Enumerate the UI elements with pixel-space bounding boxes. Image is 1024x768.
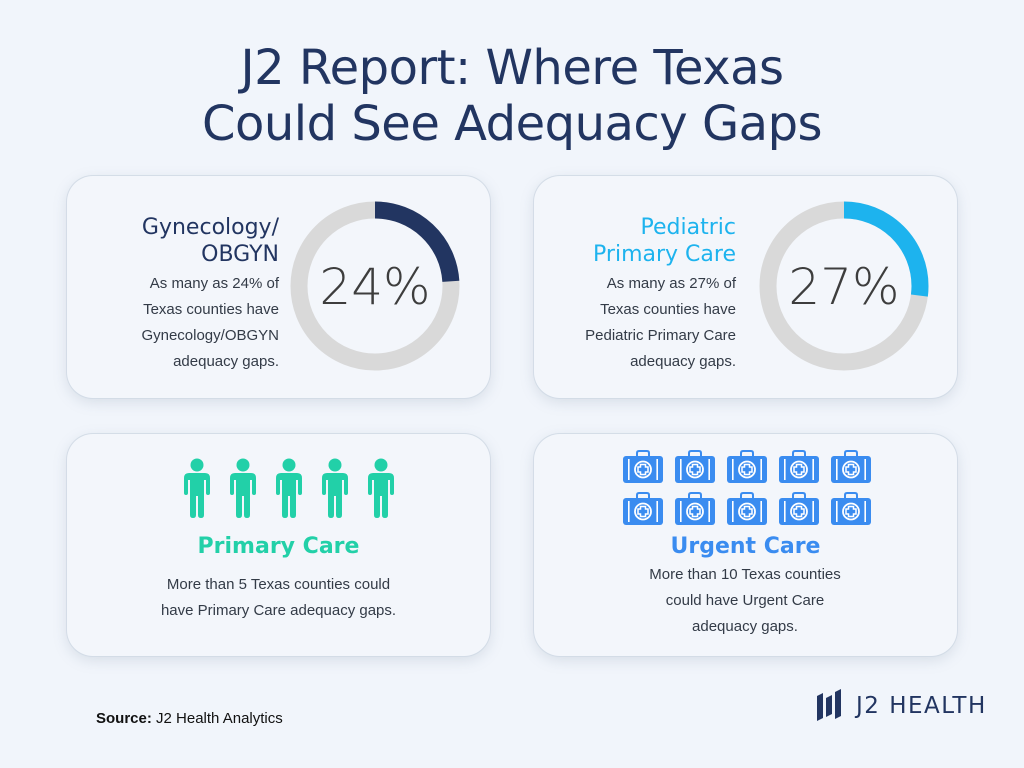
pediatric-heading-line-1: Pediatric: [640, 215, 736, 240]
pediatric-desc-line-3: Pediatric Primary Care: [585, 327, 736, 344]
first-aid-kit-icon: [779, 450, 819, 483]
pediatric-description: As many as 27% of Texas counties have Pe…: [564, 271, 736, 375]
gynecology-donut-chart: 24%: [290, 201, 460, 371]
first-aid-kit-icons-grid: [622, 450, 872, 526]
title-line-1: J2 Report: Where Texas: [240, 40, 784, 96]
j2-health-logo: J2 HEALTH: [814, 688, 987, 724]
person-icon: [322, 458, 348, 518]
gynecology-description: As many as 24% of Texas counties have Gy…: [107, 271, 279, 375]
pediatric-heading: Pediatric Primary Care: [564, 214, 736, 268]
person-icon: [276, 458, 302, 518]
urgent-care-description: More than 10 Texas counties could have U…: [625, 562, 865, 640]
gynecology-percent-label: 24%: [319, 258, 430, 316]
person-icon: [368, 458, 394, 518]
primary-care-card: Primary Care More than 5 Texas counties …: [67, 434, 490, 656]
person-icon: [230, 458, 256, 518]
title-line-2: Could See Adequacy Gaps: [201, 96, 823, 152]
first-aid-kit-icon: [831, 450, 871, 483]
gynecology-heading-line-1: Gynecology/: [141, 215, 279, 240]
primary-care-description: More than 5 Texas counties could have Pr…: [67, 572, 490, 624]
urgent-care-desc-line-1: More than 10 Texas counties: [649, 566, 841, 583]
gynecology-heading: Gynecology/ OBGYN: [107, 214, 279, 268]
gynecology-desc-line-4: adequacy gaps.: [173, 353, 279, 370]
gynecology-desc-line-2: Texas counties have: [143, 301, 279, 318]
pediatric-card: Pediatric Primary Care As many as 27% of…: [534, 176, 957, 398]
j2-logo-mark-icon: [817, 689, 841, 721]
first-aid-kit-icon: [675, 492, 715, 525]
source-note: Source: J2 Health Analytics: [96, 710, 283, 727]
pediatric-percent-label: 27%: [788, 258, 899, 316]
first-aid-kit-icon: [727, 450, 767, 483]
pediatric-text: Pediatric Primary Care As many as 27% of…: [564, 214, 736, 375]
first-aid-kit-icon: [675, 450, 715, 483]
source-label: Source:: [96, 710, 152, 727]
gynecology-desc-line-3: Gynecology/OBGYN: [141, 327, 279, 344]
first-aid-kit-icon: [623, 492, 663, 525]
source-text: J2 Health Analytics: [151, 710, 283, 727]
page-title: J2 Report: Where Texas Could See Adequac…: [0, 40, 1024, 152]
gynecology-text: Gynecology/ OBGYN As many as 24% of Texa…: [107, 214, 279, 375]
urgent-care-desc-line-2: could have Urgent Care: [665, 592, 825, 609]
first-aid-kit-icon: [727, 492, 767, 525]
person-icons-row: [181, 458, 397, 518]
gynecology-card: Gynecology/ OBGYN As many as 24% of Texa…: [67, 176, 490, 398]
gynecology-heading-line-2: OBGYN: [201, 242, 279, 267]
first-aid-kit-icon: [779, 492, 819, 525]
pediatric-desc-line-1: As many as 27% of: [606, 275, 736, 292]
urgent-care-desc-line-3: adequacy gaps.: [692, 618, 798, 635]
pediatric-heading-line-2: Primary Care: [593, 242, 736, 267]
gynecology-desc-line-1: As many as 24% of: [149, 275, 279, 292]
logo-text: J2 HEALTH: [856, 693, 987, 719]
primary-care-desc-line-2: have Primary Care adequacy gaps.: [160, 602, 397, 619]
pediatric-donut-chart: 27%: [759, 201, 929, 371]
gynecology-donut-arc: [290, 201, 460, 371]
person-icon: [184, 458, 210, 518]
pediatric-donut-arc: [759, 201, 929, 371]
pediatric-desc-line-4: adequacy gaps.: [630, 353, 736, 370]
urgent-care-heading: Urgent Care: [670, 534, 821, 559]
pediatric-desc-line-2: Texas counties have: [600, 301, 736, 318]
first-aid-kit-icon: [831, 492, 871, 525]
first-aid-kit-icon: [623, 450, 663, 483]
urgent-care-card: Urgent Care More than 10 Texas counties …: [534, 434, 957, 656]
primary-care-heading: Primary Care: [197, 534, 360, 559]
primary-care-desc-line-1: More than 5 Texas counties could: [166, 576, 391, 593]
